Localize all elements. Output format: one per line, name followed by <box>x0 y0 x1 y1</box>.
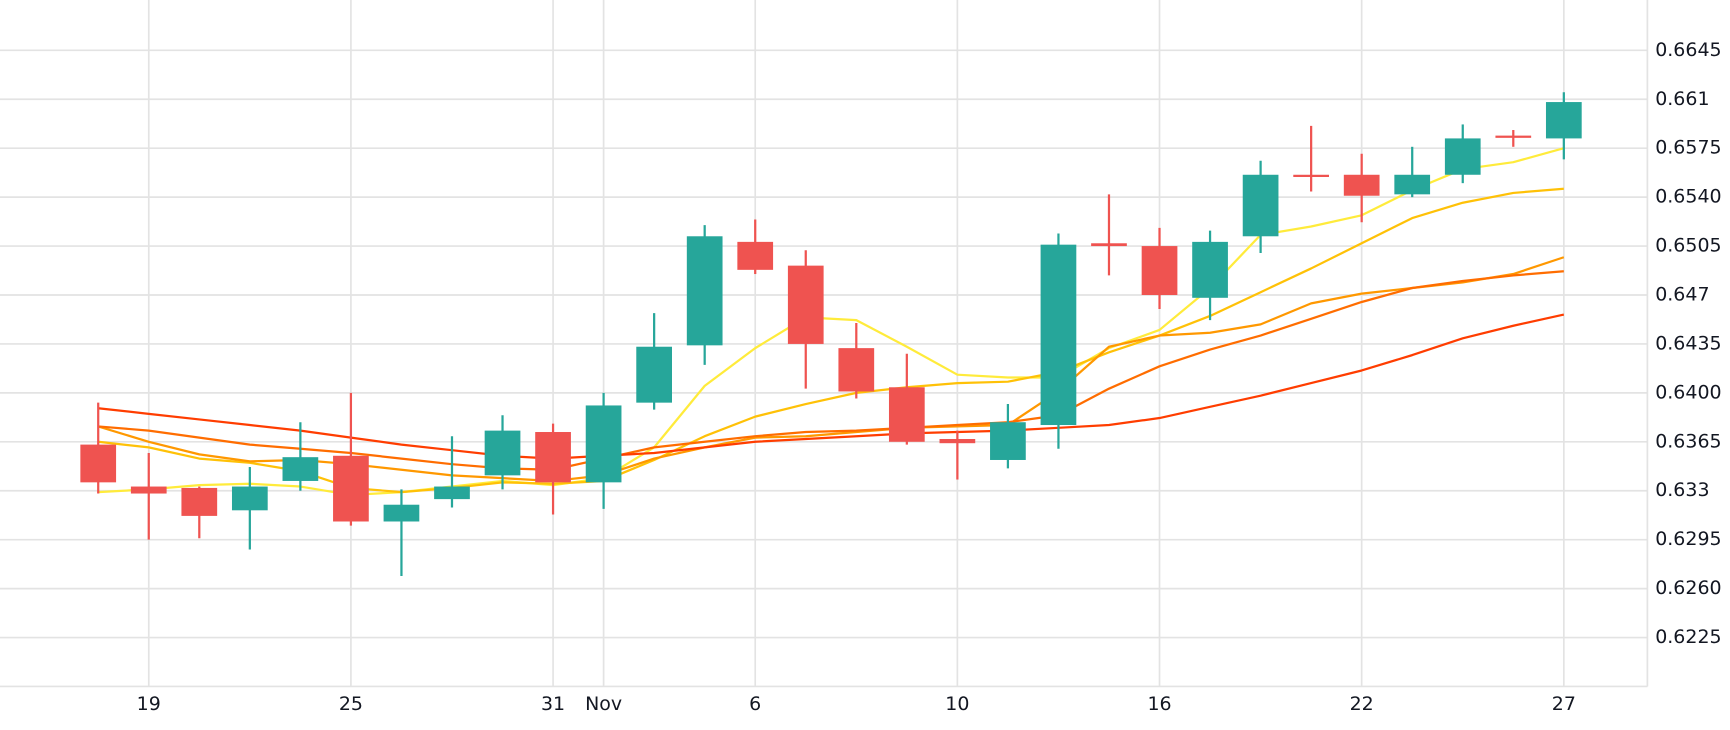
moving-average-line <box>98 147 1565 497</box>
candle-body <box>282 457 319 481</box>
moving-average-line <box>98 187 1564 494</box>
candle-body <box>333 455 369 522</box>
candle-body <box>1545 102 1582 139</box>
candle-body <box>888 387 925 442</box>
y-tick-label: 0.6505 <box>1655 235 1721 257</box>
x-tick-label: 19 <box>137 693 161 715</box>
candle-body <box>1192 241 1228 298</box>
x-tick-label: 22 <box>1350 693 1374 715</box>
candle-body <box>80 444 117 483</box>
candle-body <box>1343 174 1380 196</box>
axis-labels: 0.6225 0.6260 0.6295 0.633 0.6365 0.6400 0.643… <box>137 39 1722 715</box>
y-tick-label: 0.6540 <box>1655 186 1721 208</box>
y-tick-label: 0.6295 <box>1655 528 1721 550</box>
y-tick-label: 0.6365 <box>1655 430 1721 452</box>
moving-average-line <box>98 270 1564 471</box>
x-tick-label: 16 <box>1147 693 1171 715</box>
candle-body <box>231 486 268 511</box>
x-tick-label: 31 <box>541 693 565 715</box>
candle-body <box>130 486 167 494</box>
y-tick-label: 0.647 <box>1655 283 1709 305</box>
candle-body <box>181 487 218 516</box>
candle-body <box>383 504 420 522</box>
candle-body <box>1444 138 1481 175</box>
x-tick-label: 6 <box>749 693 761 715</box>
candle-body <box>1495 135 1532 138</box>
candle-body <box>1141 246 1178 295</box>
candle-body <box>939 439 976 444</box>
y-tick-label: 0.6575 <box>1655 137 1721 159</box>
candle-body <box>686 236 723 346</box>
y-tick-label: 0.6645 <box>1655 39 1721 61</box>
x-tick-label: 27 <box>1552 693 1576 715</box>
candle-body <box>1394 174 1431 195</box>
candle-body <box>1040 244 1077 426</box>
candle-body <box>1293 174 1329 177</box>
moving-average-line <box>97 256 1565 483</box>
x-tick-label: 10 <box>945 693 969 715</box>
candle-body <box>434 486 470 500</box>
moving-average-line <box>98 313 1565 460</box>
candle-body <box>990 422 1026 460</box>
candle-body <box>636 346 672 403</box>
y-tick-label: 0.6435 <box>1655 332 1721 354</box>
candle-body <box>1242 174 1279 237</box>
candle-body <box>484 430 521 476</box>
x-tick-label: Nov <box>585 693 622 715</box>
grid <box>0 0 1648 687</box>
moving-averages <box>97 147 1565 497</box>
y-tick-label: 0.633 <box>1655 479 1709 501</box>
candle-body <box>787 265 824 344</box>
x-tick-label: 25 <box>339 693 363 715</box>
candle-body <box>838 348 875 392</box>
y-tick-label: 0.661 <box>1655 88 1709 110</box>
candle-body <box>535 432 571 483</box>
y-tick-label: 0.6260 <box>1655 577 1721 599</box>
y-tick-label: 0.6225 <box>1655 626 1721 648</box>
candle-body <box>585 405 622 483</box>
y-tick-label: 0.6400 <box>1655 381 1721 403</box>
candle-body <box>1091 243 1127 247</box>
candle-body <box>737 241 774 270</box>
candles <box>80 92 1582 577</box>
